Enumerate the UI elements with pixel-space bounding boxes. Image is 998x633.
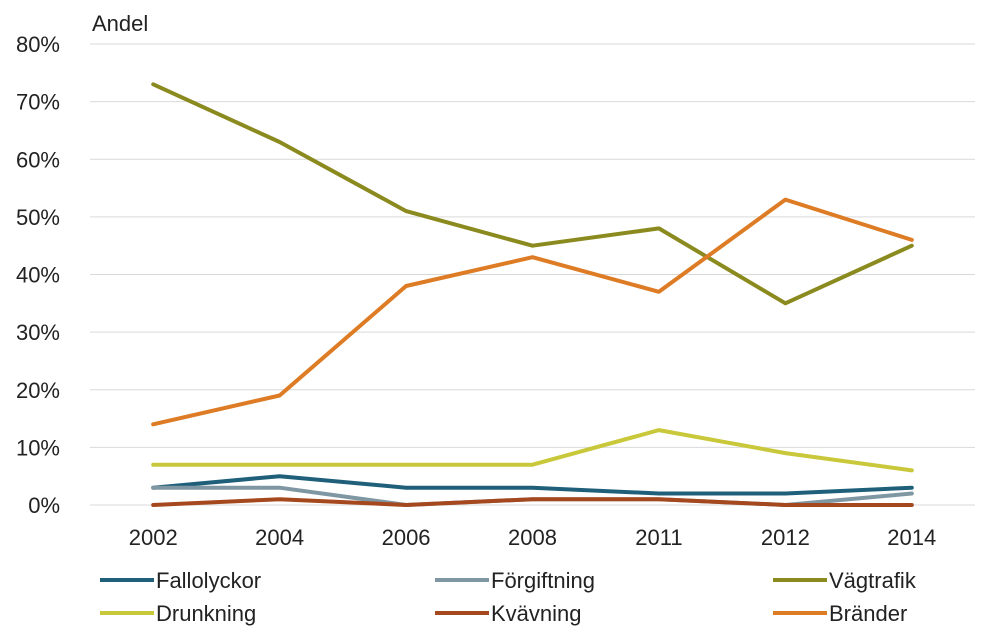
x-tick-label: 2011 bbox=[635, 525, 682, 550]
legend-label: Drunkning bbox=[156, 601, 256, 626]
y-tick-label: 50% bbox=[16, 205, 60, 230]
legend-label: Kvävning bbox=[491, 601, 582, 626]
y-axis-label: Andel bbox=[92, 11, 148, 36]
y-tick-label: 60% bbox=[16, 147, 60, 172]
series-line-fallolyckor bbox=[151, 474, 914, 496]
y-tick-label: 40% bbox=[16, 263, 60, 288]
gridlines bbox=[90, 43, 975, 506]
x-tick-label: 2012 bbox=[761, 525, 810, 550]
series-line-vägtrafik bbox=[151, 82, 914, 306]
series-lines bbox=[151, 82, 914, 507]
legend-label: Bränder bbox=[829, 601, 907, 626]
legend: Fallolyckor Förgiftning Vägtrafik Drunkning… bbox=[100, 568, 917, 626]
series-line-bränder bbox=[151, 197, 914, 427]
y-tick-labels: 0% 10% 20% 30% 40% 50% 60% 70% 80% bbox=[16, 32, 60, 518]
series-line-drunkning bbox=[151, 428, 914, 473]
legend-item: Kvävning bbox=[435, 601, 582, 626]
series-line-förgiftning bbox=[151, 485, 914, 507]
y-tick-label: 10% bbox=[16, 435, 60, 460]
y-tick-label: 30% bbox=[16, 320, 60, 345]
legend-item: Fallolyckor bbox=[100, 568, 261, 593]
series-line-kvävning bbox=[151, 497, 914, 507]
legend-label: Fallolyckor bbox=[156, 568, 261, 593]
x-tick-label: 2002 bbox=[129, 525, 178, 550]
x-tick-label: 2014 bbox=[887, 525, 936, 550]
legend-item: Drunkning bbox=[100, 601, 256, 626]
x-tick-labels: 2002 2004 2006 2008 2011 2012 2014 bbox=[129, 525, 937, 550]
legend-item: Bränder bbox=[773, 601, 907, 626]
legend-label: Förgiftning bbox=[491, 568, 595, 593]
y-tick-label: 80% bbox=[16, 32, 60, 57]
legend-label: Vägtrafik bbox=[829, 568, 917, 593]
y-tick-label: 0% bbox=[28, 493, 60, 518]
x-tick-label: 2008 bbox=[508, 525, 557, 550]
x-tick-label: 2004 bbox=[255, 525, 304, 550]
legend-item: Vägtrafik bbox=[773, 568, 917, 593]
x-tick-label: 2006 bbox=[382, 525, 431, 550]
y-tick-label: 20% bbox=[16, 378, 60, 403]
y-tick-label: 70% bbox=[16, 90, 60, 115]
legend-item: Förgiftning bbox=[435, 568, 595, 593]
